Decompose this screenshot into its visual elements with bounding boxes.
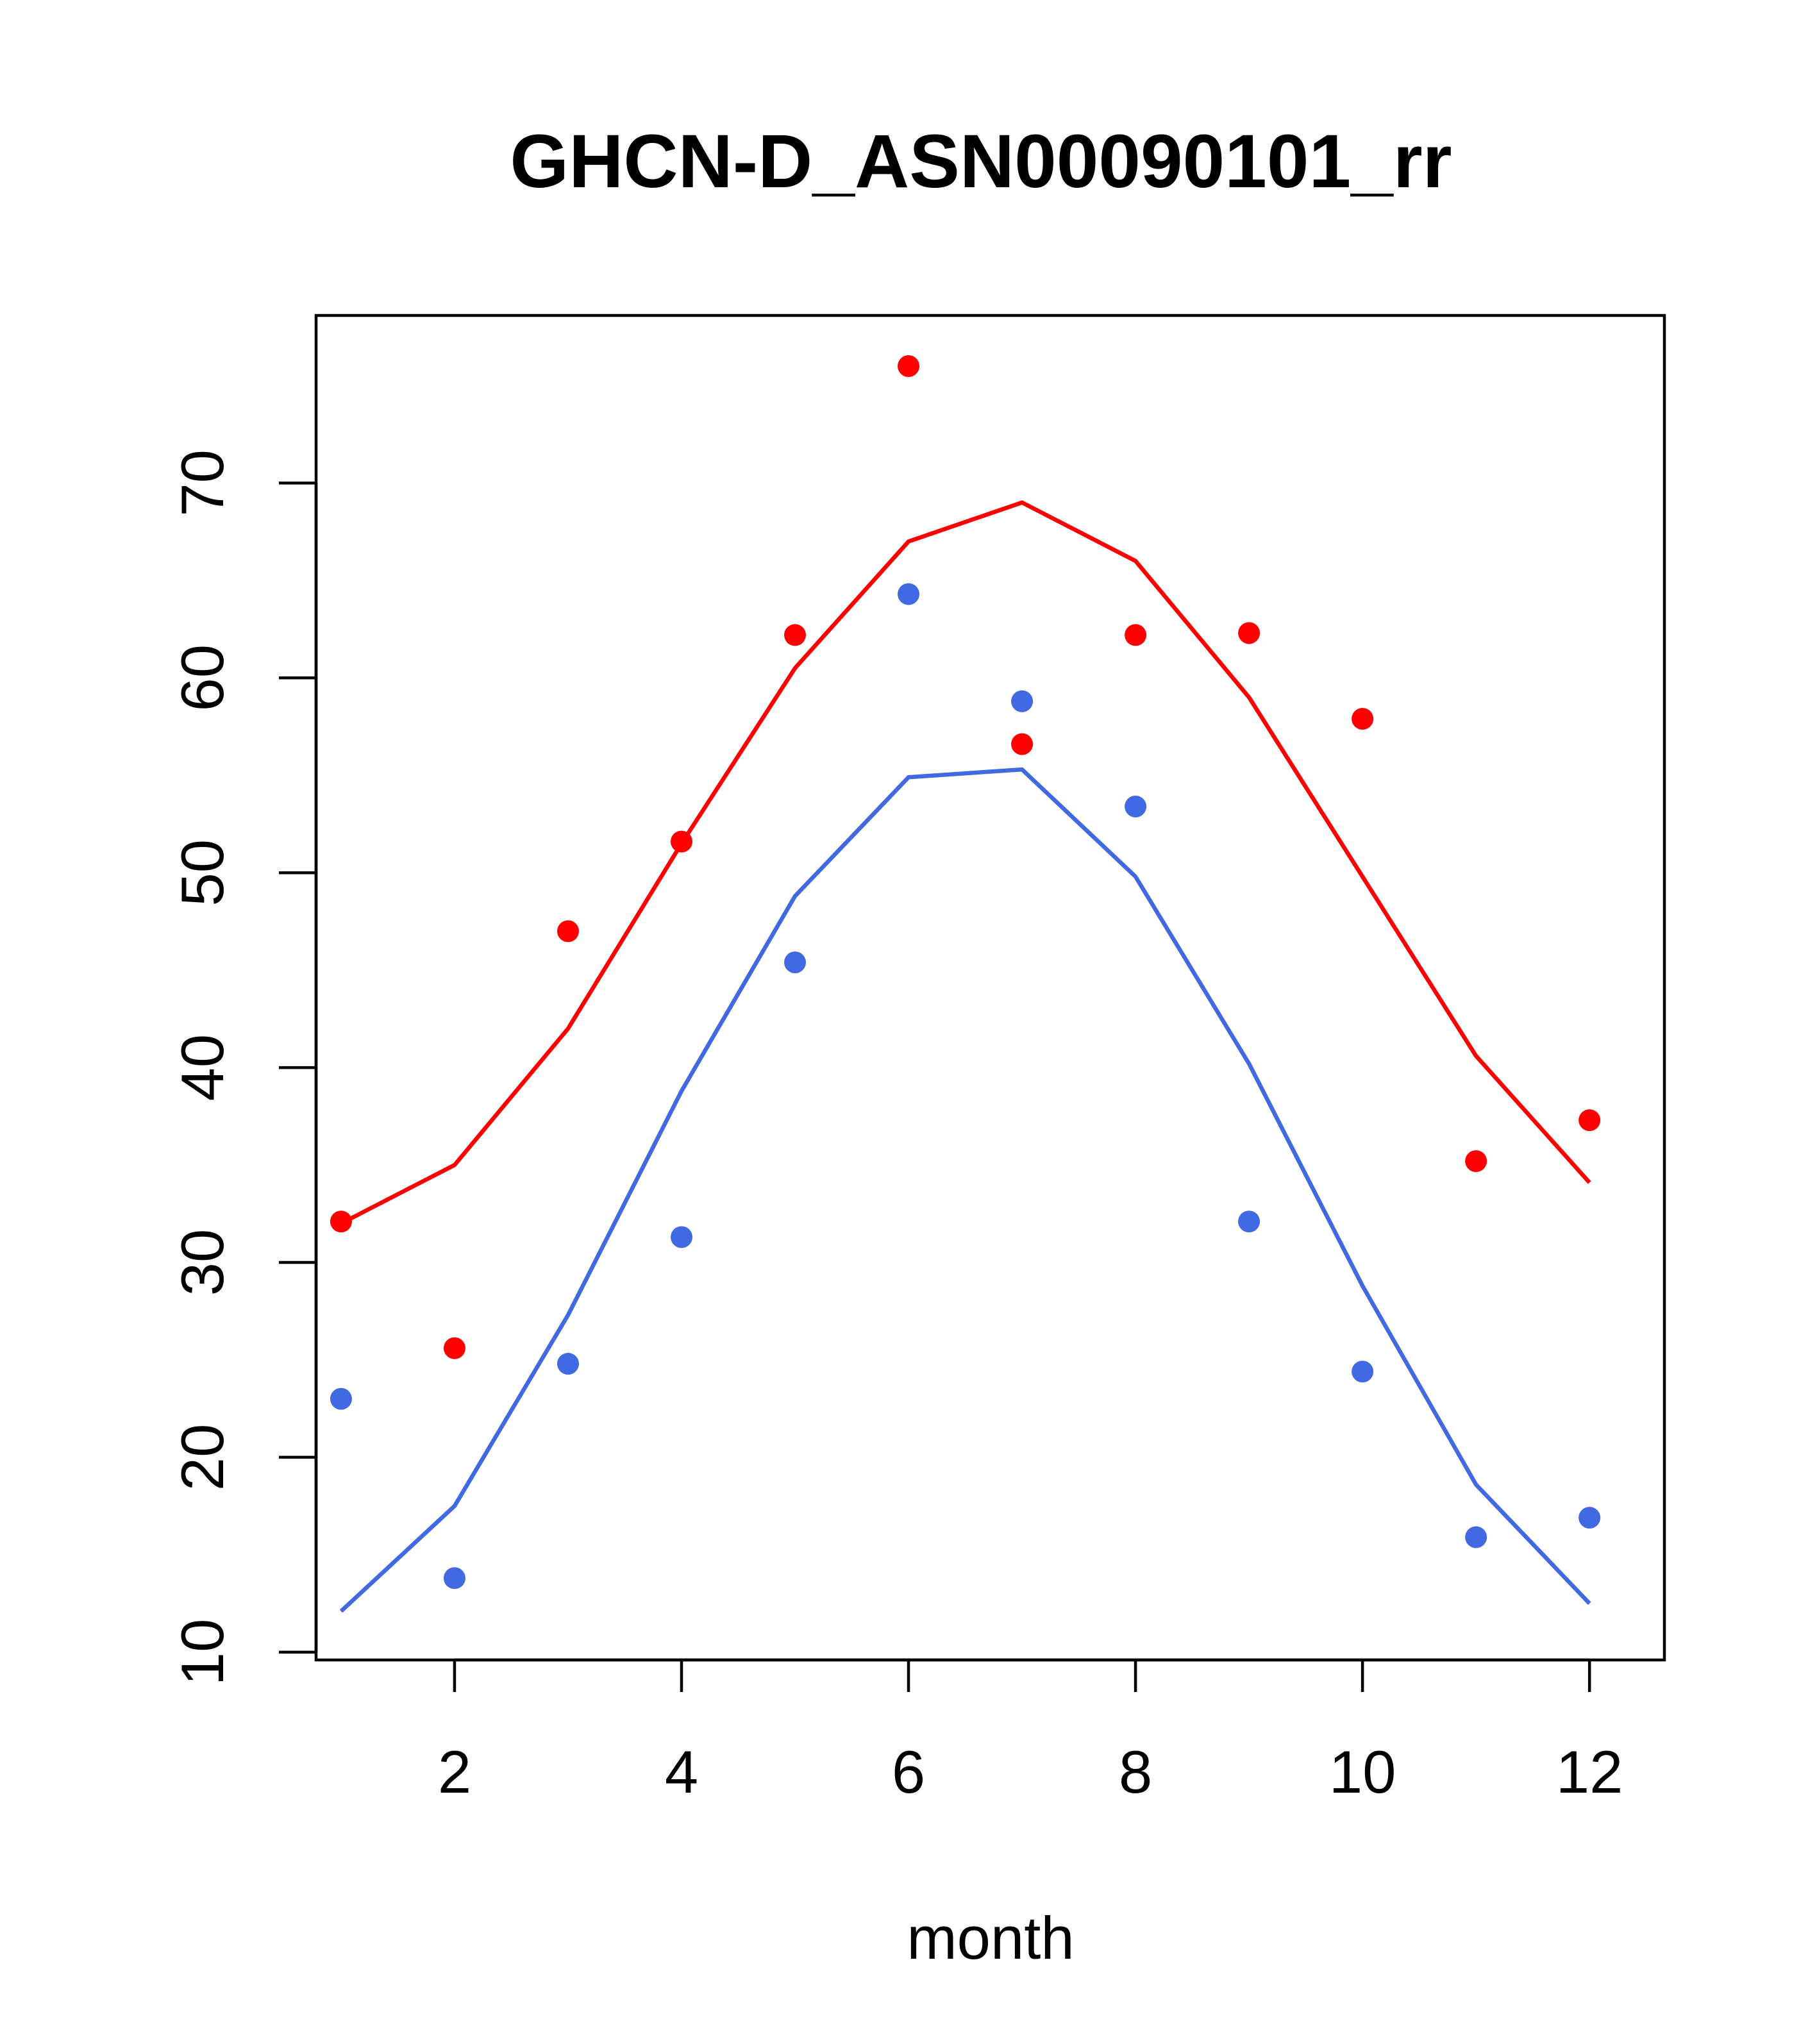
data-point — [1125, 624, 1147, 646]
x-tick-label: 8 — [1119, 1738, 1152, 1805]
data-point — [330, 1210, 352, 1233]
x-tick-label: 2 — [438, 1738, 471, 1805]
x-tick-label: 6 — [892, 1738, 925, 1805]
data-point — [671, 830, 693, 853]
data-point — [1011, 733, 1034, 755]
data-point — [1578, 1109, 1601, 1132]
data-point — [1352, 708, 1374, 730]
y-tick-label: 70 — [169, 449, 236, 517]
x-tick-label: 12 — [1556, 1738, 1623, 1805]
x-axis: 2 4 6 8 10 12 — [438, 1658, 1623, 1805]
data-point — [784, 951, 807, 973]
data-point — [443, 1337, 465, 1359]
data-point — [557, 1353, 579, 1375]
series-0 — [340, 500, 1591, 1226]
data-point — [557, 920, 579, 942]
x-tick-label: 4 — [665, 1738, 698, 1805]
series-layer — [330, 355, 1601, 1613]
data-point — [330, 1387, 352, 1410]
data-point — [898, 355, 920, 378]
y-tick-label: 50 — [169, 839, 236, 907]
series-line — [339, 767, 1591, 1613]
chart-title: GHCN-D_ASN00090101_rr — [510, 119, 1452, 204]
y-tick-label: 20 — [169, 1424, 236, 1491]
data-point — [898, 583, 920, 605]
data-point — [1238, 1210, 1260, 1233]
data-point — [1011, 690, 1034, 712]
series-line — [340, 500, 1591, 1226]
y-tick-label: 40 — [169, 1034, 236, 1102]
data-point — [1125, 795, 1147, 817]
y-tick-label: 10 — [169, 1619, 236, 1686]
data-point — [1352, 1361, 1374, 1383]
data-point — [1238, 622, 1260, 644]
y-axis: 10 20 30 40 50 60 70 — [169, 449, 318, 1686]
x-axis-title: month — [907, 1904, 1074, 1972]
data-point — [671, 1226, 693, 1248]
x-tick-label: 10 — [1329, 1738, 1396, 1805]
data-point — [1578, 1507, 1601, 1529]
data-point — [1465, 1150, 1487, 1172]
data-point — [443, 1567, 465, 1589]
y-tick-label: 60 — [169, 644, 236, 712]
series-1 — [330, 355, 1601, 1359]
data-point — [1465, 1526, 1487, 1548]
series-3 — [330, 583, 1601, 1589]
y-tick-label: 30 — [169, 1229, 236, 1296]
data-point — [784, 624, 807, 646]
series-2 — [339, 767, 1591, 1613]
